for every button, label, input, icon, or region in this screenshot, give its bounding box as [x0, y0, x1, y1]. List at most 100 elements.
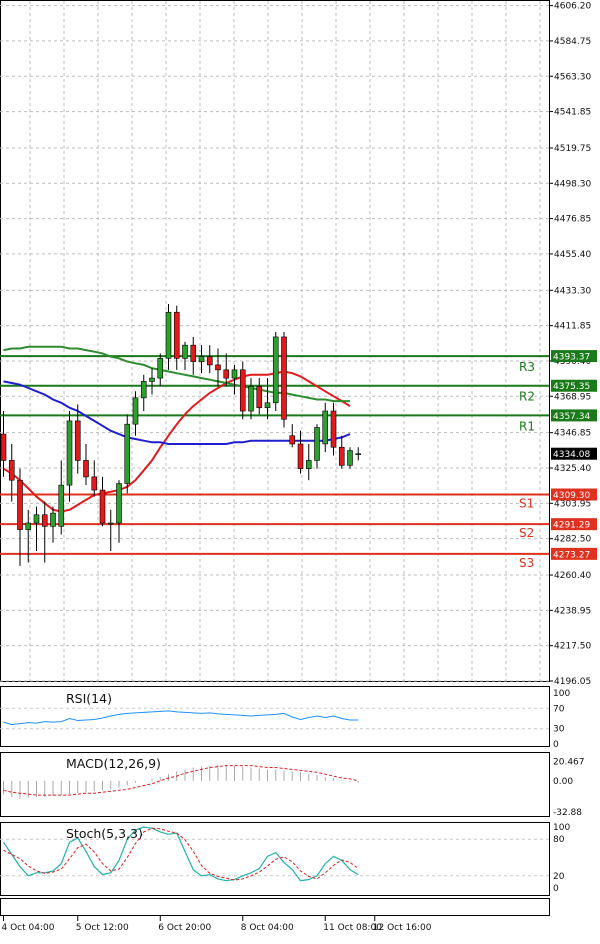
rsi-tick-label: 30 — [553, 725, 565, 735]
candle — [330, 402, 337, 456]
bear-candle-body — [8, 460, 15, 481]
bull-candle-body — [116, 483, 122, 524]
stoch-k-line — [3, 826, 359, 882]
time-axis: 4 Oct 04:00 5 Oct 12:00 6 Oct 20:00 8 Oct 0… — [2, 916, 432, 933]
stoch-pane-frame — [0, 822, 550, 896]
bull-candle-body — [347, 450, 353, 466]
last-price-text: 4334.08 — [553, 450, 590, 460]
bull-candle-body — [314, 427, 320, 461]
time-tick-label: 6 Oct 20:00 — [158, 923, 211, 933]
extra-pane-frame — [0, 898, 550, 916]
bear-candle-body — [215, 364, 221, 371]
price-tick-label: 4519.75 — [554, 144, 591, 154]
time-tick-label: 12 Oct 16:00 — [373, 923, 432, 933]
price-tick-label: 4282.50 — [554, 535, 591, 545]
bull-candle-body — [322, 410, 329, 445]
macd-signal-line — [3, 765, 359, 796]
level-price-tag — [551, 518, 597, 531]
bull-candle-body — [198, 356, 205, 362]
candle — [165, 303, 172, 370]
stoch-d-line — [3, 827, 359, 881]
price-tick-label: 4346.85 — [554, 429, 591, 439]
level-label-s2: S2 — [519, 526, 534, 540]
candle — [322, 402, 329, 453]
stoch-tick-label: 0 — [553, 884, 559, 894]
price-tick-label: 4606.20 — [554, 2, 591, 12]
level-price-tag-text: 4375.35 — [553, 382, 590, 392]
price-tick-label: 4303.95 — [554, 499, 591, 509]
bear-candle-body — [239, 369, 246, 412]
level-price-tag — [551, 409, 597, 422]
candle — [190, 336, 197, 375]
bear-candle-body — [41, 514, 48, 527]
price-tick-label: 4584.75 — [554, 37, 591, 47]
price-tick-label: 4563.30 — [554, 72, 591, 82]
price-tick-label: 4325.40 — [554, 464, 591, 474]
bull-candle-body — [355, 453, 362, 456]
time-tick-label: 11 Oct 08:00 — [323, 923, 382, 933]
rsi-tick-label: 100 — [553, 689, 570, 699]
bull-candle-body — [33, 514, 40, 524]
candle — [173, 305, 180, 370]
price-tick-label: 4368.95 — [554, 392, 591, 402]
bear-candle-body — [0, 433, 7, 461]
price-tags: 4393.37 4375.35 4357.34 4309.30 4291.29 4273.… — [551, 350, 597, 560]
candle — [281, 331, 287, 428]
candle — [149, 368, 155, 395]
candle — [215, 348, 221, 387]
level-price-tag-text: 4393.37 — [553, 353, 590, 363]
bear-candle-body — [256, 386, 263, 409]
price-axis: 4606.20 4584.75 4563.30 4541.85 4519.75 4498.… — [549, 2, 591, 687]
candle — [355, 447, 362, 461]
time-tick-label: 5 Oct 12:00 — [76, 923, 129, 933]
candle — [25, 509, 32, 563]
level-label-s3: S3 — [519, 556, 534, 570]
time-tick-label: 8 Oct 04:00 — [241, 923, 294, 933]
bear-candle-body — [338, 446, 345, 466]
bear-candle-body — [83, 460, 89, 478]
bull-candle-body — [182, 344, 188, 359]
candle — [50, 506, 56, 543]
candle — [264, 378, 271, 420]
candle — [305, 443, 312, 481]
macd-title: MACD(12,26,9) — [66, 756, 161, 771]
candle — [256, 378, 263, 415]
macd-tick-label: -32.88 — [553, 808, 582, 818]
bear-candle-body — [74, 420, 81, 461]
candle — [272, 331, 279, 412]
bull-candle-body — [272, 336, 279, 404]
candle — [248, 378, 254, 420]
candle — [182, 341, 188, 370]
main-pane-frame — [0, 0, 550, 682]
candle — [314, 424, 320, 469]
candle — [74, 404, 81, 474]
bull-candle-body — [107, 522, 114, 525]
bear-candle-body — [190, 344, 197, 362]
bull-candle-body — [124, 423, 131, 484]
bull-candle-body — [140, 381, 147, 399]
candle — [157, 353, 164, 387]
bull-candle-body — [305, 460, 312, 469]
rsi-pane: 100 70 30 0 — [0, 689, 570, 750]
bull-candle-body — [231, 369, 238, 379]
bull-candle-body — [132, 397, 139, 425]
level-price-tag — [551, 547, 597, 560]
bull-candle-body — [66, 420, 73, 486]
bull-candle-body — [50, 512, 56, 527]
candle — [223, 353, 230, 387]
bear-candle-body — [17, 479, 23, 530]
candle — [107, 509, 114, 551]
stoch-title: Stoch(5,3,3) — [66, 826, 143, 841]
bull-candle-body — [149, 377, 155, 382]
bear-candle-body — [206, 356, 213, 366]
candle — [206, 345, 213, 374]
rsi-tick-label: 0 — [553, 740, 559, 750]
level-price-tag-text: 4291.29 — [553, 521, 590, 531]
level-label-r2: R2 — [519, 390, 535, 404]
price-tick-label: 4541.85 — [554, 108, 591, 118]
bull-candle-body — [157, 358, 164, 379]
candlesticks — [0, 303, 362, 566]
macd-tick-label: 20.467 — [553, 757, 585, 767]
level-label-r1: R1 — [519, 419, 535, 433]
candle — [58, 460, 65, 535]
